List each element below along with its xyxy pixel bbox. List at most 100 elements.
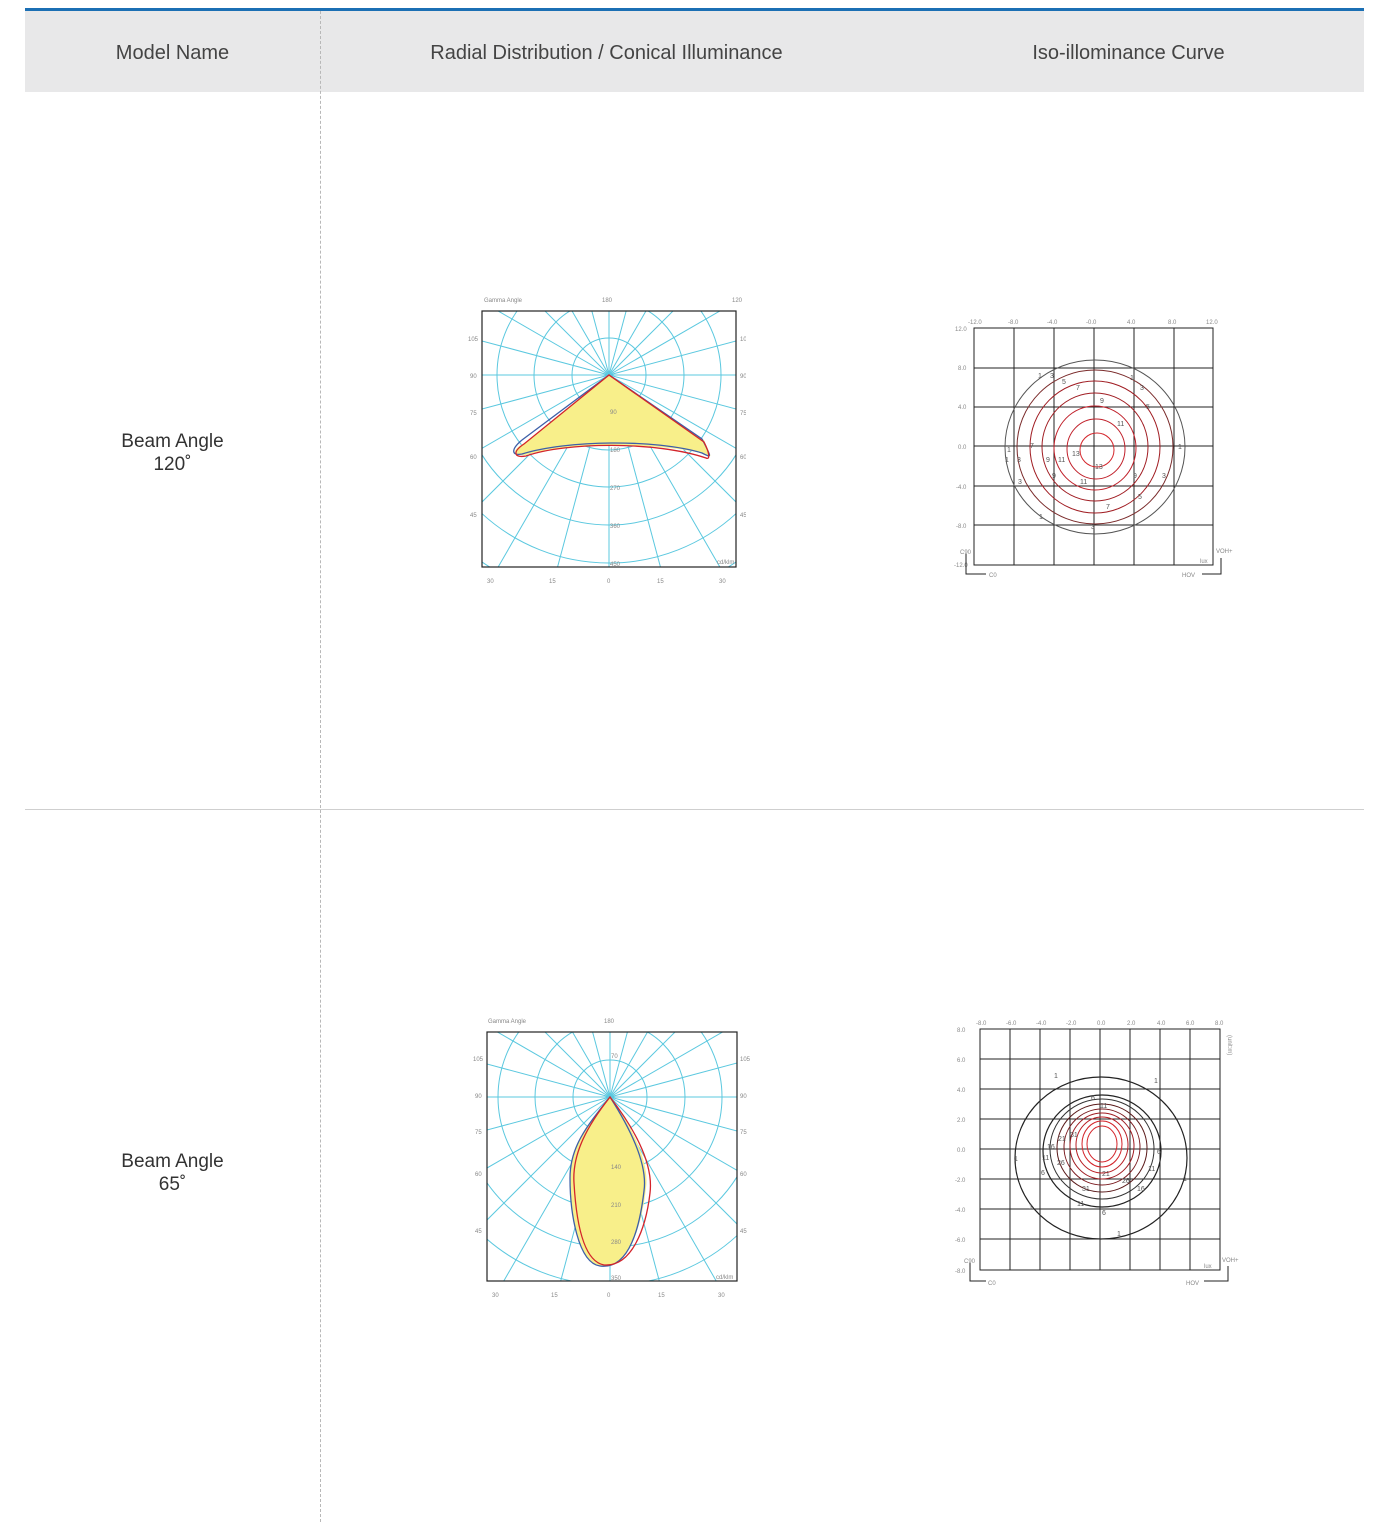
polar-ray (487, 1096, 611, 1131)
contour-label: 1 (1014, 1156, 1018, 1163)
y-axis-label: 0.0 (958, 445, 967, 451)
contour-label: 11 (1117, 421, 1124, 428)
contour-label: 1 (1130, 375, 1134, 382)
bottom-label: 15 (549, 579, 556, 585)
x-axis-label: -4.0 (1047, 320, 1058, 326)
y-axis-label: -2.0 (955, 1178, 966, 1184)
y-axis-label: 6.0 (957, 1058, 966, 1064)
model-angle: 120˚ (153, 454, 192, 475)
contour-label: 11 (1042, 1155, 1049, 1162)
contour-label: 1 (1178, 444, 1182, 451)
c0-label: C0 (989, 573, 997, 579)
iso-contours (1014, 1076, 1188, 1240)
model-label: Beam Angle (121, 1151, 224, 1172)
polar-ray (608, 340, 736, 376)
contour-label: 1 (1005, 457, 1009, 464)
polar-ray (482, 340, 610, 376)
ring-label: 70 (611, 1054, 618, 1060)
contour-label: 6 (1091, 1095, 1095, 1102)
contour-label: 7 (1076, 385, 1080, 392)
contour-label: 26 (1057, 1160, 1065, 1167)
y-axis-label: 0.0 (957, 1148, 966, 1154)
bottom-label: 0 (607, 1293, 611, 1299)
contour-label: 5 (1138, 494, 1142, 501)
polar-diagram-120: Gamma Angle 180 120 105 90 75 60 45 105 … (468, 298, 746, 585)
polar-ray (608, 374, 736, 449)
axis-bracket (965, 554, 1222, 575)
polar-ray (609, 1032, 649, 1098)
gamma-angle-label: Gamma Angle (484, 298, 523, 304)
side-label-right: 75 (740, 1130, 747, 1136)
polar-ray (609, 1096, 737, 1171)
contour-label: 9 (1100, 398, 1104, 405)
x-axis-label: 2.0 (1127, 1021, 1136, 1027)
contour-label: 1 (1117, 1231, 1121, 1238)
y-axis-label: 2.0 (957, 1118, 966, 1124)
y-axis-label: -6.0 (955, 1238, 966, 1244)
polar-ray (496, 1032, 611, 1098)
y-axis-label: 12.0 (955, 327, 967, 333)
hov-label: HOV (1186, 1281, 1199, 1287)
ring-label: 210 (611, 1203, 622, 1209)
y-axis-label: 4.0 (958, 405, 967, 411)
voh-label: VOH+ (1222, 1258, 1239, 1264)
contour-label: 9 (1052, 473, 1056, 480)
contour-label: 1 (1154, 1078, 1158, 1085)
contour-label: 1 (1007, 447, 1011, 454)
contour-label: 1 (1029, 1204, 1033, 1211)
bottom-label: 15 (551, 1293, 558, 1299)
x-axis-label: 4.0 (1127, 320, 1136, 326)
side-label: 45 (470, 513, 477, 519)
side-label-right: 45 (740, 1229, 747, 1235)
x-axis-label: -2.0 (1066, 1021, 1077, 1027)
x-axis-label: -8.0 (1008, 320, 1019, 326)
bottom-label: 30 (719, 579, 726, 585)
distribution-c0-curve (569, 1095, 646, 1267)
contour-label: 1 (1183, 1176, 1187, 1183)
contour-label: 9 (1046, 457, 1050, 464)
contour-label: 11 (1080, 479, 1087, 486)
contour-label: 13 (1072, 451, 1080, 458)
contour-label: 3 (1091, 524, 1095, 531)
side-label: 60 (475, 1172, 482, 1178)
polar-ray (544, 1032, 611, 1098)
contour-label: 6 (1102, 1210, 1106, 1217)
header-model-name: Model Name (115, 42, 230, 64)
ring-label: 140 (611, 1165, 622, 1171)
bottom-label: 15 (657, 579, 664, 585)
contour-label: 7 (1106, 504, 1110, 511)
x-axis-label: -8.0 (976, 1021, 987, 1027)
x-axis-label: 4.0 (1157, 1021, 1166, 1027)
iso-grid (973, 327, 1214, 566)
polar-ray (482, 374, 610, 449)
y-axis-label: 8.0 (957, 1028, 966, 1034)
contour-label: 1 (1039, 514, 1043, 521)
x-axis-label: 6.0 (1186, 1021, 1195, 1027)
contour-label: 11 (1100, 1103, 1107, 1110)
contour-label: 6 (1041, 1170, 1045, 1177)
contour-label: 11 (1077, 1201, 1084, 1208)
iso-contours (1004, 359, 1186, 535)
polar-ray (608, 311, 674, 376)
x-axis-label: 0.0 (1097, 1021, 1106, 1027)
x-axis-label: 8.0 (1215, 1021, 1224, 1027)
bottom-label: 30 (487, 579, 494, 585)
y-axis-label: 4.0 (957, 1088, 966, 1094)
side-label-right: 60 (740, 455, 746, 461)
bottom-label: 15 (658, 1293, 665, 1299)
unit-label: cd/klm (717, 560, 734, 566)
side-label-right: 60 (740, 1172, 747, 1178)
polar-ray (544, 311, 610, 376)
c90-label: C90 (960, 550, 972, 556)
unit-label: lux (1204, 1264, 1212, 1270)
ring-label: 270 (610, 486, 621, 492)
contour-label: 26 (1122, 1178, 1130, 1185)
model-angle: 65˚ (158, 1174, 187, 1195)
column-divider (320, 11, 321, 1522)
axis-bracket (969, 1263, 1229, 1282)
header-iso-curve: Iso-illominance Curve (1032, 42, 1225, 64)
contour-label: 11 (1058, 457, 1065, 464)
contour-label: 16 (1047, 1144, 1055, 1151)
side-label-right: 45 (740, 513, 746, 519)
c0-label: C0 (988, 1281, 996, 1287)
